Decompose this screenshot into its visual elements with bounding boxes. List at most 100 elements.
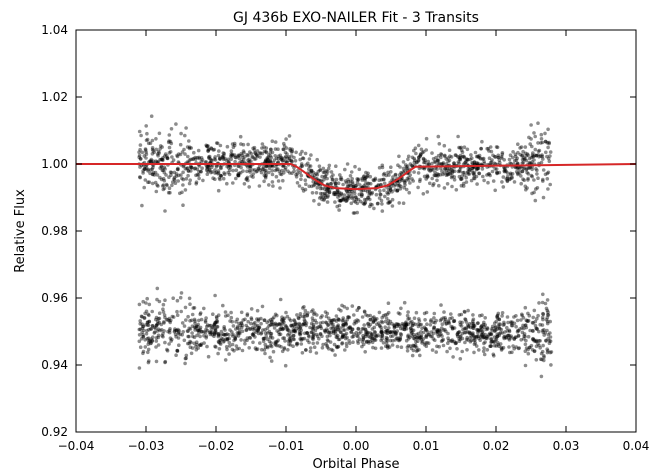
- data-point: [291, 333, 296, 338]
- data-point: [509, 335, 513, 340]
- data-point: [171, 296, 175, 301]
- data-point: [527, 160, 531, 165]
- data-point: [492, 340, 497, 344]
- data-point: [227, 352, 231, 356]
- data-point: [314, 172, 319, 176]
- data-point: [498, 330, 503, 335]
- data-point: [246, 142, 250, 147]
- data-point: [424, 310, 429, 315]
- data-point: [540, 300, 545, 305]
- data-point: [452, 161, 456, 165]
- data-point: [357, 306, 361, 310]
- data-point: [540, 315, 545, 320]
- data-point: [141, 351, 145, 356]
- data-point: [332, 342, 337, 347]
- data-point: [193, 166, 198, 170]
- data-point: [502, 168, 507, 173]
- data-point: [394, 336, 399, 341]
- data-point: [504, 169, 508, 174]
- data-point: [397, 183, 402, 188]
- data-point: [411, 332, 416, 337]
- data-point: [213, 327, 218, 332]
- data-point: [278, 297, 283, 302]
- data-point: [420, 339, 425, 344]
- data-point: [323, 175, 327, 179]
- data-point: [356, 326, 361, 331]
- data-point: [461, 181, 466, 186]
- data-point: [176, 166, 180, 171]
- data-point: [509, 323, 514, 328]
- data-point: [153, 326, 158, 331]
- data-point: [326, 166, 331, 171]
- data-point: [185, 145, 190, 149]
- data-point: [412, 156, 416, 161]
- data-point: [386, 321, 390, 326]
- data-point: [356, 327, 361, 331]
- data-point: [541, 179, 545, 183]
- data-point: [338, 193, 342, 198]
- data-point: [249, 164, 253, 169]
- data-point: [494, 145, 499, 149]
- data-point: [452, 175, 457, 179]
- data-point: [520, 312, 524, 317]
- data-point: [373, 333, 378, 338]
- data-point: [221, 151, 226, 155]
- data-point: [210, 158, 214, 163]
- data-point: [254, 153, 259, 157]
- data-point: [206, 165, 211, 169]
- data-point: [150, 167, 154, 171]
- data-point: [474, 167, 479, 172]
- data-point: [247, 160, 252, 164]
- data-point: [357, 331, 361, 336]
- data-point: [262, 318, 267, 323]
- data-point: [504, 335, 509, 340]
- data-point: [317, 196, 322, 200]
- data-point: [311, 318, 315, 323]
- data-point: [434, 350, 439, 354]
- data-point: [351, 182, 355, 186]
- data-point: [393, 338, 398, 342]
- data-point: [206, 164, 211, 168]
- data-point: [316, 325, 320, 330]
- data-point: [172, 178, 177, 182]
- data-point: [467, 330, 472, 335]
- data-point: [454, 153, 458, 158]
- data-point: [264, 334, 269, 339]
- data-point: [388, 330, 392, 334]
- data-point: [155, 297, 159, 302]
- data-point: [147, 359, 151, 363]
- data-point: [247, 335, 252, 340]
- data-point: [463, 160, 468, 165]
- data-point: [275, 339, 279, 344]
- data-point: [334, 319, 339, 323]
- data-point: [537, 154, 541, 159]
- data-point: [250, 168, 255, 172]
- data-point: [219, 329, 224, 334]
- data-point: [493, 338, 498, 342]
- data-point: [414, 345, 419, 350]
- data-point: [357, 167, 362, 172]
- data-point: [447, 169, 451, 173]
- data-point: [411, 179, 416, 183]
- data-point: [334, 181, 338, 186]
- data-point: [205, 164, 209, 169]
- data-point: [521, 160, 526, 165]
- data-point: [430, 334, 434, 338]
- data-point: [368, 174, 373, 179]
- data-point: [341, 197, 345, 202]
- data-point: [411, 343, 415, 348]
- data-point: [229, 157, 233, 161]
- data-point: [365, 181, 370, 186]
- data-point: [404, 165, 409, 169]
- data-point: [355, 180, 360, 185]
- data-point: [230, 342, 235, 347]
- data-point: [354, 183, 358, 188]
- data-point: [187, 326, 191, 331]
- data-point: [546, 312, 550, 317]
- data-point: [480, 139, 484, 144]
- data-point: [391, 338, 395, 343]
- data-point: [336, 317, 340, 321]
- data-point: [307, 167, 311, 171]
- data-point: [495, 171, 499, 176]
- y-tick-label: 0.98: [41, 224, 68, 238]
